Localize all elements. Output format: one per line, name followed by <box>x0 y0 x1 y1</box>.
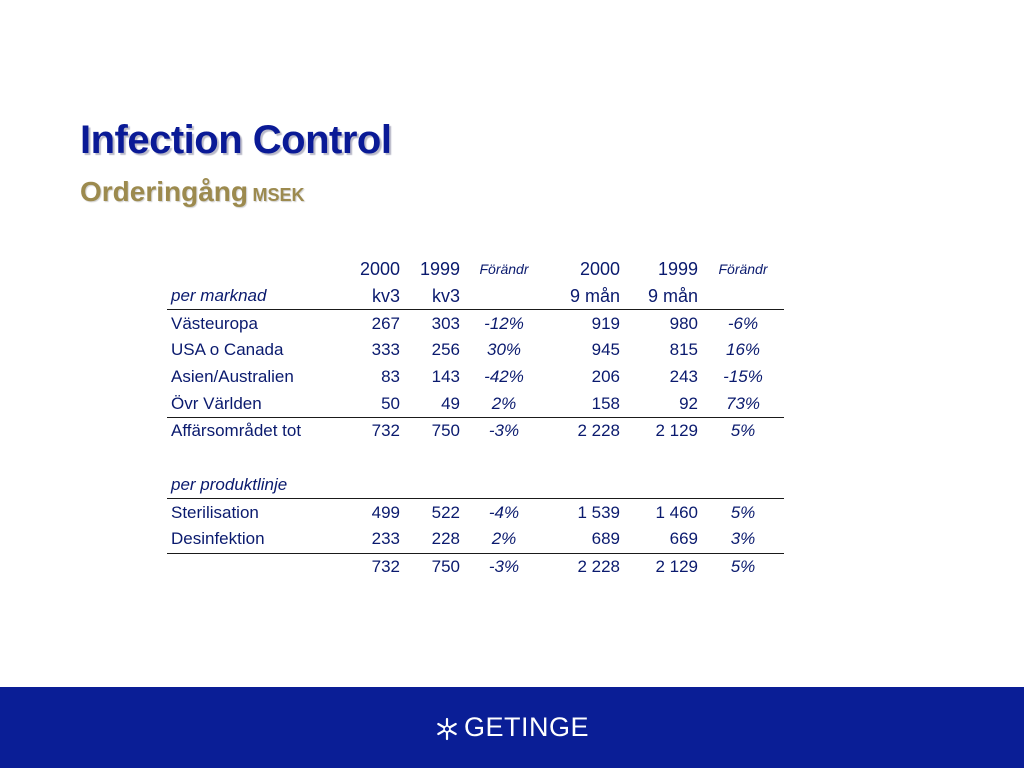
table-row: Desinfektion 233 228 2% 689 669 3% <box>167 525 784 554</box>
cell-change: -3% <box>488 556 520 576</box>
cell-change: 2% <box>464 390 544 419</box>
cell-value: 750 <box>431 556 460 576</box>
header-cell: 2000 <box>359 259 400 280</box>
cell-change: 73% <box>702 390 784 419</box>
cell-value: 49 <box>404 390 464 419</box>
subtitle-text: Orderingång <box>80 176 249 207</box>
cell-change: 16% <box>725 340 761 360</box>
cell-value: 522 <box>431 502 460 522</box>
cell-value: 2 228 <box>577 556 620 576</box>
cell-change: 30% <box>486 340 522 360</box>
cell-value: 158 <box>544 390 624 419</box>
cell-value: 143 <box>431 367 460 387</box>
header-cell: kv3 <box>347 282 404 311</box>
getinge-logo: GETINGE <box>0 687 1024 768</box>
row-label: Sterilisation <box>171 502 259 522</box>
cell-value: 2 129 <box>655 421 698 441</box>
footer-bar: GETINGE <box>0 687 1024 768</box>
table-row: USA o Canada 333 256 30% 945 815 16% <box>167 337 784 364</box>
order-intake-table: 2000 1999 Förändr 2000 1999 Förändr per … <box>167 256 784 580</box>
row-label: Affärsområdet tot <box>171 421 302 441</box>
cell-change: -42% <box>484 367 524 387</box>
header-cell: Förändr <box>718 261 768 278</box>
cell-value: 1 460 <box>655 502 698 522</box>
cell-change: 2% <box>464 525 544 554</box>
cell-value: 2 228 <box>577 421 620 441</box>
cell-change: -12% <box>484 313 524 333</box>
cell-change: 5% <box>730 502 756 522</box>
cell-value: 256 <box>431 340 460 360</box>
cell-value: 303 <box>431 313 460 333</box>
section-label-market: per marknad <box>167 282 347 311</box>
header-cell: 1999 <box>419 259 460 280</box>
row-label: Asien/Australien <box>171 367 294 387</box>
header-cell <box>464 282 544 311</box>
header-cell: 9 mån <box>544 282 624 311</box>
table-row: Västeuropa 267 303 -12% 919 980 -6% <box>167 310 784 337</box>
header-cell: 1999 <box>657 259 698 280</box>
slide-subtitle: Orderingång MSEK <box>80 175 304 214</box>
cell-value: 92 <box>624 390 702 419</box>
header-cell: 2000 <box>579 259 620 280</box>
header-row-periods: per marknad kv3 kv3 9 mån 9 mån <box>167 282 784 311</box>
cell-change: 5% <box>730 421 756 441</box>
cell-value: 1 539 <box>577 502 620 522</box>
cell-value: 83 <box>381 367 400 387</box>
cell-value: 732 <box>371 421 400 441</box>
market-total-row: Affärsområdet tot 732 750 -3% 2 228 2 12… <box>167 418 784 445</box>
cell-value: 2 129 <box>655 556 698 576</box>
brand-name: GETINGE <box>463 712 589 742</box>
cell-value: 750 <box>431 421 460 441</box>
cell-change: -3% <box>488 421 520 441</box>
table-row: Sterilisation 499 522 -4% 1 539 1 460 5% <box>167 499 784 526</box>
cell-value: 267 <box>371 313 400 333</box>
cell-value: 228 <box>404 525 464 554</box>
spacer-row <box>167 445 784 472</box>
header-cell: 9 mån <box>624 282 702 311</box>
header-cell: Förändr <box>479 261 529 278</box>
cell-value: 669 <box>624 525 702 554</box>
cell-value: 732 <box>371 556 400 576</box>
header-cell: kv3 <box>404 282 464 311</box>
cell-value: 919 <box>591 313 620 333</box>
cell-change: -4% <box>488 502 520 522</box>
header-cell <box>167 256 347 283</box>
header-cell <box>702 282 784 311</box>
cell-change: -6% <box>727 313 759 333</box>
row-label: Övr Världen <box>167 390 347 419</box>
product-total-row: 732 750 -3% 2 228 2 129 5% <box>167 553 784 580</box>
cell-change: -15% <box>723 367 763 387</box>
cell-value: 206 <box>591 367 620 387</box>
cell-value: 689 <box>544 525 624 554</box>
cell-change: 5% <box>730 556 756 576</box>
cell-value: 980 <box>669 313 698 333</box>
row-label: Desinfektion <box>167 525 347 554</box>
getinge-snowflake-icon <box>437 717 457 740</box>
row-label: USA o Canada <box>171 340 284 360</box>
cell-value: 499 <box>371 502 400 522</box>
section-label-product-line: per produktlinje <box>167 471 347 500</box>
slide-title: Infection Control <box>80 118 392 162</box>
row-label <box>167 553 347 580</box>
table-row: Asien/Australien 83 143 -42% 206 243 -15… <box>167 364 784 391</box>
cell-value: 945 <box>591 340 620 360</box>
cell-value: 50 <box>347 390 404 419</box>
cell-value: 333 <box>371 340 400 360</box>
row-label: Västeuropa <box>171 313 258 333</box>
cell-change: 3% <box>702 525 784 554</box>
cell-value: 243 <box>669 367 698 387</box>
header-row-years: 2000 1999 Förändr 2000 1999 Förändr <box>167 256 784 283</box>
cell-value: 815 <box>669 340 698 360</box>
section-header-row: per produktlinje <box>167 471 784 500</box>
table-row: Övr Världen 50 49 2% 158 92 73% <box>167 390 784 419</box>
cell-value: 233 <box>347 525 404 554</box>
subtitle-unit: MSEK <box>252 185 305 205</box>
